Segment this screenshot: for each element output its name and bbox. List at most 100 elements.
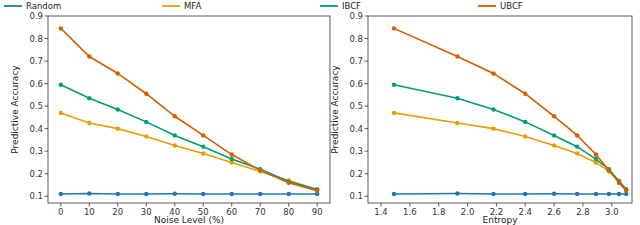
series-marker	[594, 152, 598, 156]
x-tick-label: 30	[141, 207, 152, 217]
series-marker	[144, 92, 148, 96]
series-marker	[173, 114, 177, 118]
x-tick	[117, 203, 118, 207]
x-tick	[203, 203, 204, 207]
series-marker	[173, 143, 177, 147]
series-marker	[201, 192, 205, 196]
x-tick	[611, 203, 612, 207]
y-tick	[45, 151, 49, 152]
series-marker	[392, 26, 396, 30]
figure: 01020304050607080900.10.20.30.40.50.60.7…	[0, 0, 640, 225]
series-marker	[87, 121, 91, 125]
series-marker	[575, 133, 579, 137]
y-tick-label: 0.6	[349, 79, 363, 89]
series-marker	[116, 107, 120, 111]
x-tick-label: 20	[112, 207, 123, 217]
plot-frame	[48, 16, 330, 203]
series-marker	[201, 144, 205, 148]
series-marker	[491, 192, 495, 196]
series-marker	[230, 192, 234, 196]
x-tick-label: 2.0	[461, 207, 475, 217]
legend-swatch	[478, 5, 496, 7]
x-tick-label: 0	[58, 207, 63, 217]
x-tick	[525, 203, 526, 207]
x-tick-label: 1.8	[432, 207, 446, 217]
legend-label: Random	[26, 1, 61, 11]
y-tick-label: 0.4	[349, 124, 363, 134]
series-marker	[59, 192, 63, 196]
series-marker	[455, 96, 459, 100]
y-tick	[45, 196, 49, 197]
series-marker	[87, 54, 91, 58]
y-tick	[365, 196, 369, 197]
y-tick-label: 0.1	[29, 191, 43, 201]
series-marker	[491, 107, 495, 111]
series-marker	[173, 192, 177, 196]
series-marker	[87, 191, 91, 195]
y-tick	[45, 38, 49, 39]
x-tick-label: 60	[226, 207, 237, 217]
y-tick	[365, 16, 369, 17]
series-marker	[258, 168, 262, 172]
y-tick	[45, 128, 49, 129]
series-line	[394, 193, 626, 195]
y-tick	[365, 106, 369, 107]
series-line	[61, 193, 317, 195]
legend: RandomMFAIBCFUBCF	[4, 1, 523, 11]
chart: 01020304050607080900.10.20.30.40.50.60.7…	[10, 11, 330, 225]
y-tick-label: 0.3	[29, 146, 43, 156]
y-tick-label: 0.2	[29, 169, 43, 179]
y-tick	[365, 173, 369, 174]
x-tick-label: 80	[283, 207, 294, 217]
x-tick-label: 90	[312, 207, 323, 217]
y-axis-label: Predictive Accuracy	[10, 65, 20, 154]
y-tick-label: 0.5	[349, 101, 363, 111]
x-tick-label: 3.0	[605, 207, 619, 217]
y-tick	[365, 151, 369, 152]
series-marker	[173, 133, 177, 137]
chart: 1.41.61.82.02.22.42.62.83.00.10.20.30.40…	[330, 11, 632, 225]
x-tick	[409, 203, 410, 207]
x-tick-label: 1.4	[374, 207, 388, 217]
y-tick	[45, 61, 49, 62]
series-marker	[617, 192, 621, 196]
x-tick	[554, 203, 555, 207]
series-line	[61, 28, 317, 190]
series-marker	[455, 121, 459, 125]
x-tick-label: 70	[255, 207, 266, 217]
series-marker	[144, 120, 148, 124]
series-marker	[59, 26, 63, 30]
series-marker	[552, 192, 556, 196]
series-marker	[392, 192, 396, 196]
series-marker	[552, 133, 556, 137]
y-tick-label: 0.9	[29, 11, 43, 21]
series-marker	[144, 134, 148, 138]
series-marker	[87, 96, 91, 100]
x-tick	[260, 203, 261, 207]
y-tick-label: 0.9	[349, 11, 363, 21]
series-marker	[575, 192, 579, 196]
series-marker	[286, 192, 290, 196]
series-marker	[230, 152, 234, 156]
series-marker	[201, 133, 205, 137]
series-marker	[523, 192, 527, 196]
series-marker	[59, 83, 63, 87]
series-marker	[491, 71, 495, 75]
y-tick	[365, 61, 369, 62]
series-line	[61, 85, 317, 190]
y-axis-label: Predictive Accuracy	[330, 65, 340, 154]
y-tick-label: 0.4	[29, 124, 43, 134]
series-marker	[624, 188, 628, 192]
x-tick	[174, 203, 175, 207]
y-tick	[365, 83, 369, 84]
series-marker	[607, 192, 611, 196]
series-marker	[116, 126, 120, 130]
y-tick	[365, 38, 369, 39]
series-marker	[392, 111, 396, 115]
series-marker	[594, 192, 598, 196]
y-tick-label: 0.8	[349, 34, 363, 44]
legend-label: MFA	[184, 1, 201, 11]
series-marker	[116, 192, 120, 196]
series-marker	[258, 192, 262, 196]
x-tick-label: 1.6	[403, 207, 417, 217]
